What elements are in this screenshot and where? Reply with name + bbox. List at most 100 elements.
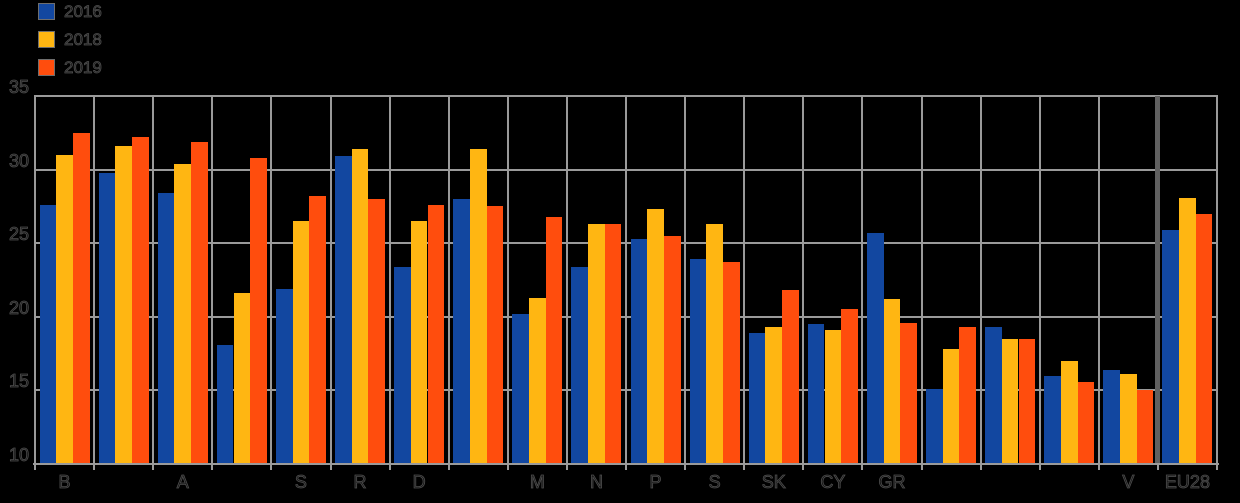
bar-2019	[723, 262, 740, 464]
bar-2019	[1018, 338, 1036, 464]
axis-tick	[979, 465, 982, 470]
bar-2016	[1103, 369, 1120, 464]
legend-swatch-2019	[38, 59, 55, 76]
x-category-label	[981, 472, 1040, 494]
x-category-label: S	[708, 472, 721, 493]
axis-tick	[1156, 465, 1159, 470]
axis-tick	[270, 465, 273, 470]
bar-2019	[900, 322, 917, 464]
bar-2019	[309, 196, 326, 464]
y-tick-label: 25	[8, 224, 30, 245]
x-category-label	[1040, 472, 1099, 494]
y-tick-label: 35	[8, 77, 30, 97]
bar-2018	[56, 154, 73, 464]
bar-2019	[368, 199, 386, 464]
bar-2018	[1179, 197, 1196, 464]
legend-label: 2016	[64, 2, 103, 21]
axis-tick	[802, 465, 805, 470]
v-gridline	[329, 96, 332, 464]
bar-2018	[942, 349, 960, 464]
bar-2019	[132, 137, 149, 464]
x-category-label: V	[1122, 472, 1135, 493]
x-category-label	[94, 472, 153, 494]
x-category-label: R	[353, 472, 367, 493]
bar-2016	[453, 199, 470, 464]
x-category-label: N	[589, 472, 604, 493]
legend-swatch-2016	[38, 3, 55, 20]
bar-2018	[765, 327, 783, 464]
legend-item-2016: 2016	[38, 3, 102, 20]
v-gridline	[684, 96, 687, 464]
x-category-label: A	[176, 472, 189, 493]
legend-item-2019: 2019	[38, 59, 102, 76]
bar-2016	[807, 324, 825, 464]
bar-2018	[1120, 374, 1137, 464]
axis-tick	[388, 465, 391, 470]
bar-2018	[706, 224, 723, 464]
v-gridline	[920, 96, 923, 464]
v-gridline	[506, 96, 509, 464]
axis-tick	[1216, 465, 1218, 470]
v-gridline	[447, 96, 450, 464]
x-axis-line	[33, 463, 1219, 465]
bar-2019	[782, 290, 799, 464]
y-tick-label: 10	[8, 445, 30, 465]
bar-2018	[115, 146, 132, 464]
bar-2016	[689, 259, 707, 464]
v-gridline	[802, 96, 805, 464]
legend-label: 2019	[64, 58, 103, 77]
bar-2016	[98, 172, 116, 464]
legend-item-2018: 2018	[38, 31, 102, 48]
bar-2016	[866, 232, 884, 464]
bar-2016	[926, 388, 943, 464]
v-gridline	[1038, 96, 1041, 464]
bar-2019	[1136, 390, 1154, 464]
bar-2019	[250, 157, 267, 464]
axis-tick	[211, 465, 214, 470]
v-gridline	[1216, 96, 1218, 464]
axis-tick	[861, 465, 864, 470]
v-gridline	[1097, 96, 1100, 464]
axis-tick	[565, 465, 568, 470]
axis-tick	[93, 465, 96, 470]
axis-tick	[329, 465, 332, 470]
x-category-label	[922, 472, 981, 494]
bar-2018	[824, 330, 842, 464]
v-gridline	[211, 96, 214, 464]
bar-2019	[427, 204, 445, 464]
bar-2016	[335, 156, 352, 464]
x-category-label: P	[649, 472, 662, 493]
bar-2016	[571, 266, 589, 464]
v-gridline	[743, 96, 746, 464]
x-category-label: M	[529, 472, 545, 493]
bar-2016	[1162, 229, 1180, 464]
axis-tick	[743, 465, 746, 470]
eu-separator-line	[1155, 96, 1161, 464]
x-category-label: GR	[878, 472, 906, 493]
bar-2018	[351, 148, 369, 464]
v-gridline	[270, 96, 273, 464]
bar-2018	[1060, 360, 1078, 464]
bar-2019	[604, 224, 622, 464]
bar-2016	[630, 238, 648, 464]
axis-tick	[1097, 465, 1100, 470]
y-tick-label: 30	[8, 150, 30, 171]
bar-2019	[663, 235, 681, 464]
v-gridline	[625, 96, 627, 464]
y-tick-label: 15	[8, 371, 30, 392]
axis-tick	[152, 465, 155, 470]
bar-2018	[174, 163, 192, 464]
axis-tick	[625, 465, 627, 470]
axis-tick	[34, 465, 36, 470]
bar-2016	[748, 332, 766, 464]
bar-2016	[216, 344, 234, 464]
x-category-label: SK	[761, 472, 786, 493]
x-category-label	[449, 472, 508, 494]
x-category-label: S	[294, 472, 308, 493]
bar-2019	[1195, 213, 1213, 464]
legend-swatch-2018	[38, 31, 55, 48]
axis-tick	[447, 465, 450, 470]
v-gridline	[152, 96, 155, 464]
v-gridline	[93, 96, 96, 464]
